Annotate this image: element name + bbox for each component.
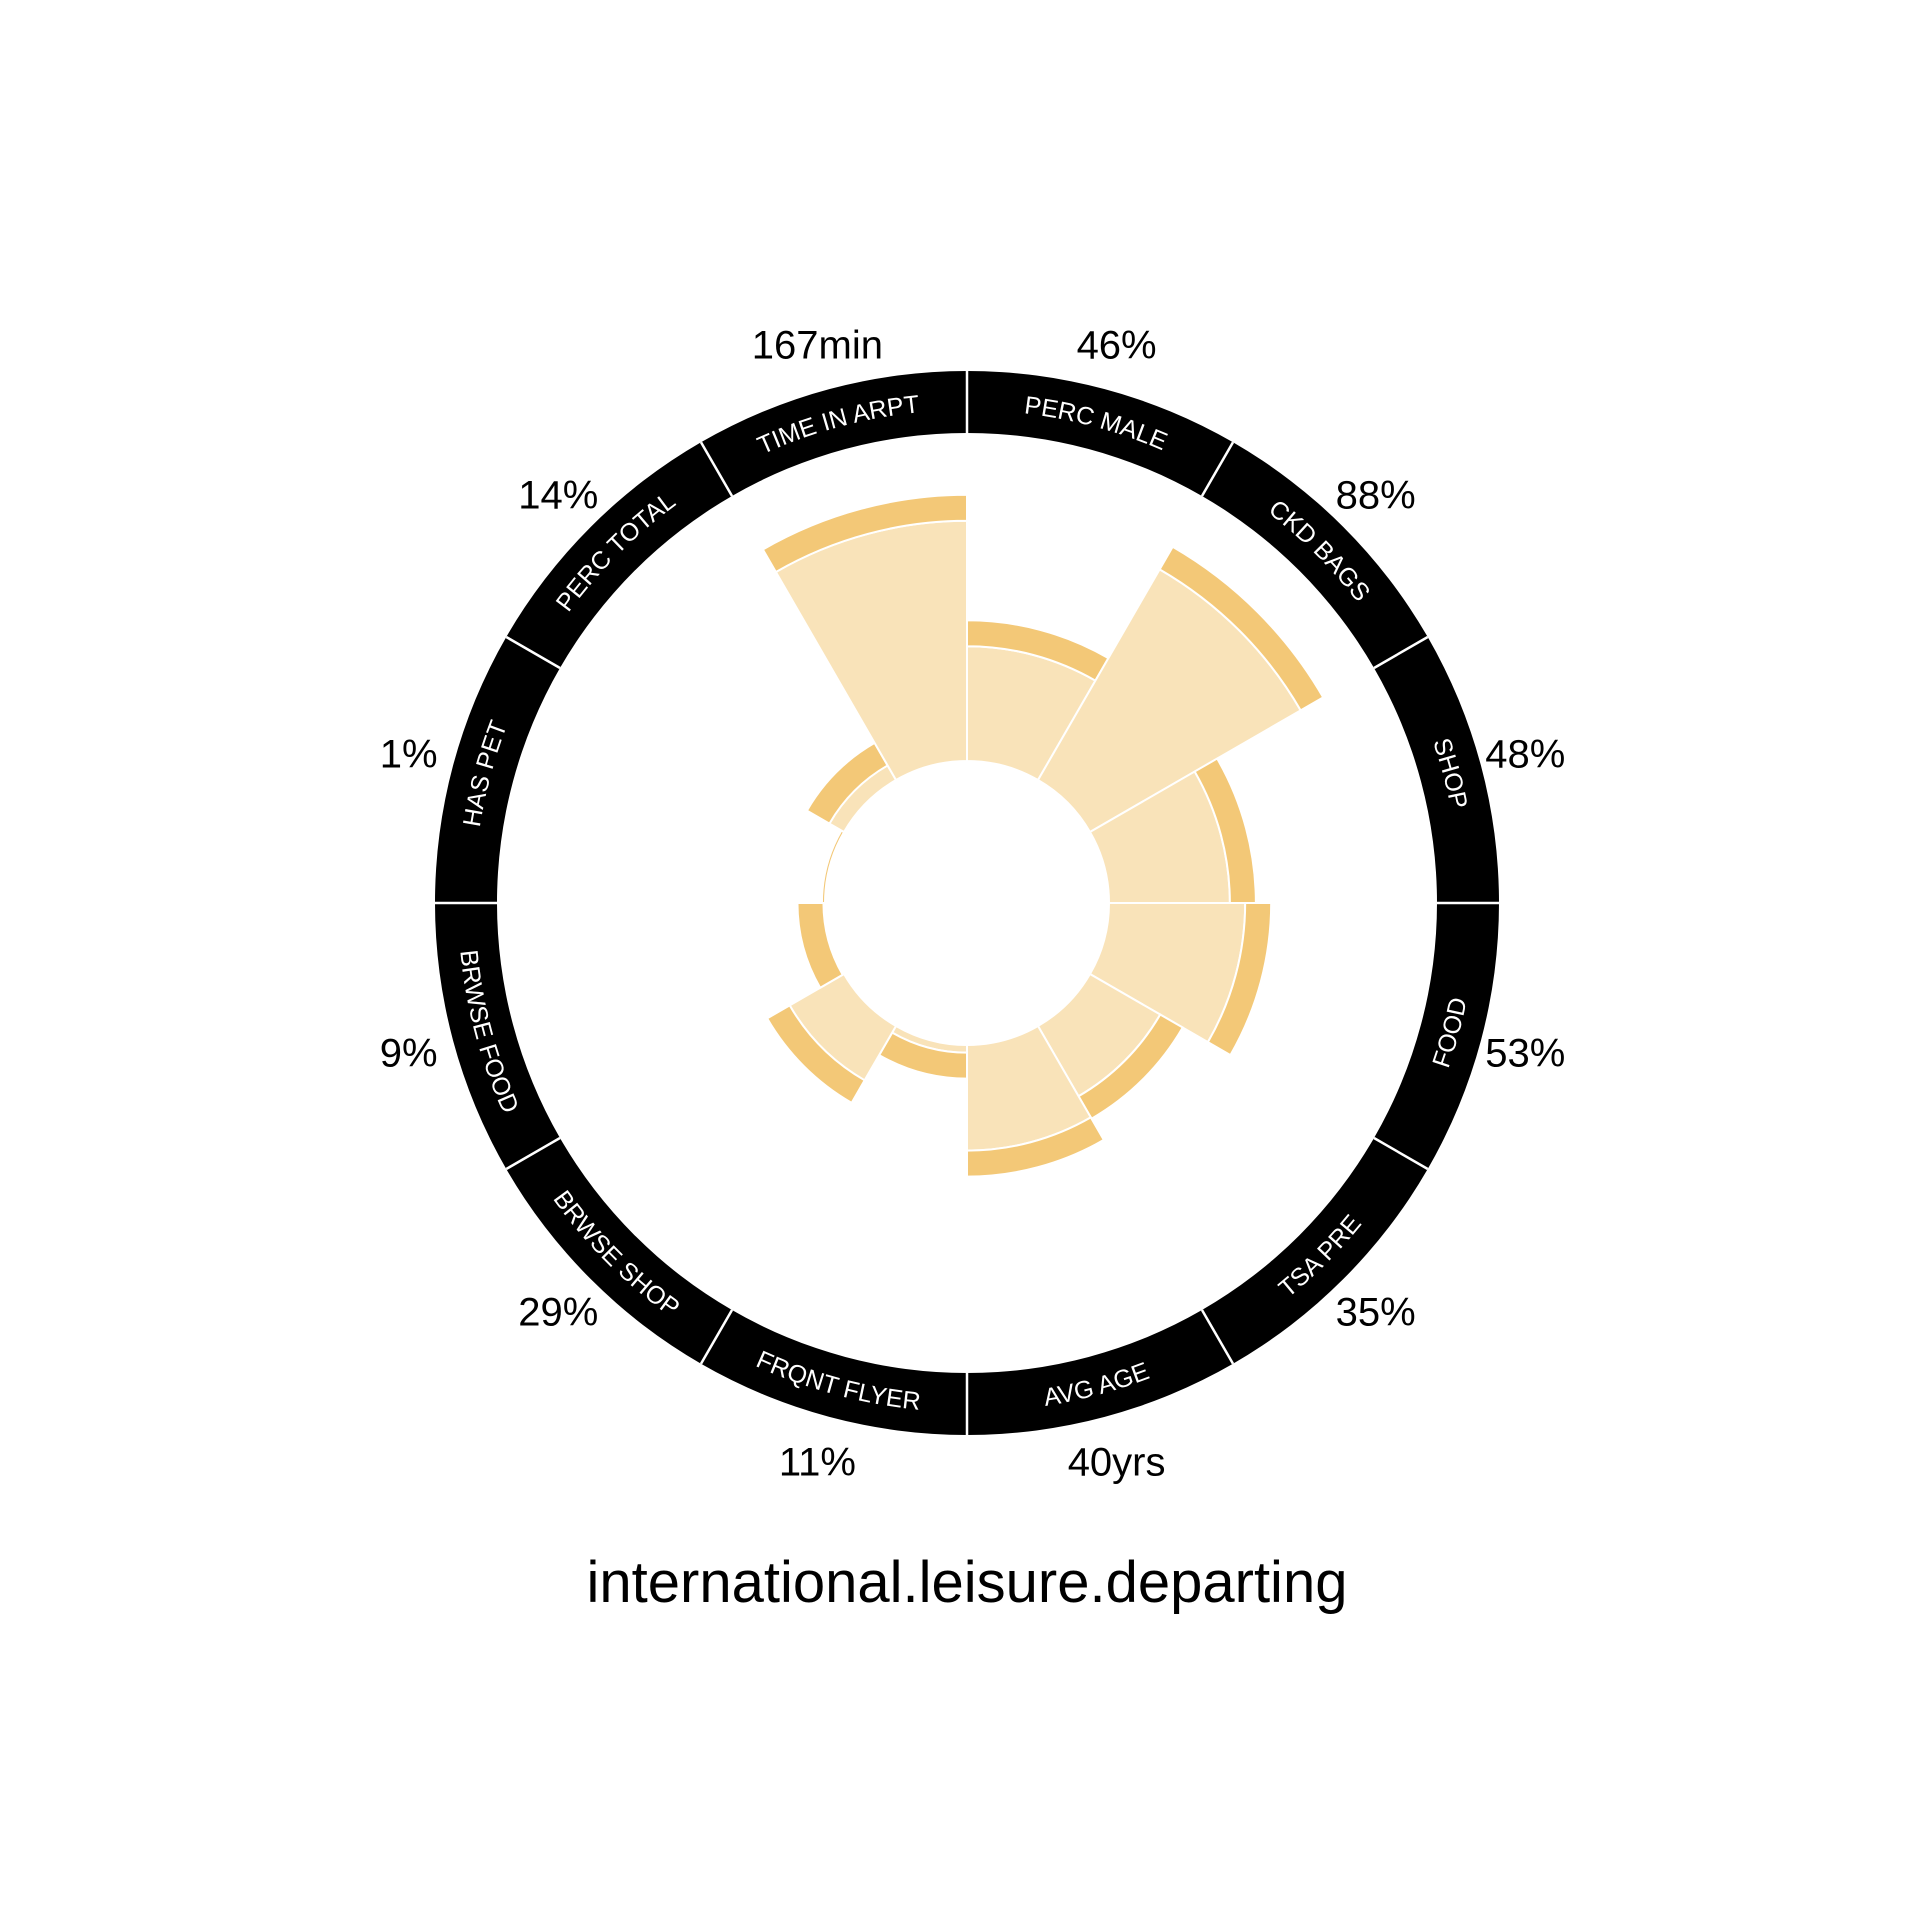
value-label: 29% — [518, 1291, 598, 1335]
bar-cap-brwse-food — [796, 902, 845, 990]
bar-cap-avg-age — [966, 1116, 1106, 1178]
value-labels: 46% 88% 48% 53% 35% 40yrs 11% 29% 9% 1% 14% 167min — [380, 324, 1566, 1485]
value-label: 40yrs — [1068, 1440, 1166, 1484]
chart-title: international.leisure.departing — [587, 1550, 1348, 1615]
bar-cap-ckd-bags — [1158, 545, 1325, 712]
value-label: 35% — [1336, 1291, 1416, 1335]
value-label: 1% — [380, 732, 438, 776]
value-label: 88% — [1336, 473, 1416, 517]
bar-cap-time-in-arpt — [761, 493, 968, 574]
bar-cap-has-pet — [820, 829, 846, 904]
value-label: 48% — [1485, 732, 1565, 776]
value-label: 53% — [1485, 1032, 1565, 1076]
band-separator — [505, 1136, 561, 1171]
band-separator — [1373, 1136, 1429, 1171]
value-label: 9% — [380, 1032, 438, 1076]
value-label: 46% — [1077, 324, 1157, 368]
bar-cap-brwse-shop — [765, 1004, 866, 1105]
value-label: 167min — [752, 324, 883, 368]
band-separator — [699, 441, 734, 497]
band-separator — [1200, 441, 1235, 497]
value-label: 11% — [779, 1440, 856, 1484]
bar-time-in-arpt — [774, 519, 968, 782]
bar-cap-food — [1206, 902, 1273, 1057]
band-separator — [1200, 1309, 1235, 1365]
band-separator — [505, 635, 561, 670]
band-separator — [1373, 635, 1429, 670]
band-separator — [699, 1309, 734, 1365]
value-label: 14% — [518, 473, 598, 517]
bars-layer — [761, 493, 1325, 1178]
